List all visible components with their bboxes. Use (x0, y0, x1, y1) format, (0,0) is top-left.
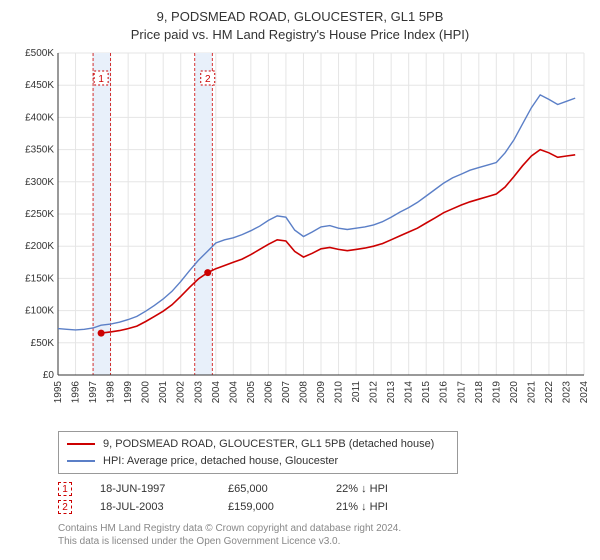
svg-text:2019: 2019 (491, 381, 502, 404)
legend-label-hpi: HPI: Average price, detached house, Glou… (103, 453, 338, 470)
svg-text:1997: 1997 (88, 381, 99, 404)
svg-text:1: 1 (98, 74, 104, 85)
sale-diff: 22% ↓ HPI (336, 483, 436, 495)
svg-text:2011: 2011 (351, 381, 362, 403)
title-line-1: 9, PODSMEAD ROAD, GLOUCESTER, GL1 5PB (10, 8, 590, 26)
svg-text:2023: 2023 (561, 381, 572, 404)
sale-marker-icon: 2 (58, 500, 72, 514)
sale-diff: 21% ↓ HPI (336, 501, 436, 513)
legend-row-property: 9, PODSMEAD ROAD, GLOUCESTER, GL1 5PB (d… (67, 436, 449, 453)
svg-text:2000: 2000 (141, 381, 152, 404)
chart-svg: £0 £50K £100K £150K £200K £250K £300K £350K £400… (10, 47, 590, 427)
legend-swatch-hpi (67, 460, 95, 462)
sale-marker-icon: 1 (58, 482, 72, 496)
sale-date: 18-JUN-1997 (100, 483, 200, 495)
svg-text:2004: 2004 (211, 381, 222, 404)
svg-text:2006: 2006 (263, 381, 274, 404)
title-line-2: Price paid vs. HM Land Registry's House … (10, 26, 590, 44)
sale-row: 2 18-JUL-2003 £159,000 21% ↓ HPI (58, 498, 590, 516)
svg-text:1998: 1998 (106, 381, 117, 404)
legend-swatch-property (67, 443, 95, 445)
svg-text:1996: 1996 (71, 381, 82, 404)
svg-text:2009: 2009 (316, 381, 327, 404)
chart-area: £0 £50K £100K £150K £200K £250K £300K £350K £400… (10, 47, 590, 427)
svg-text:2021: 2021 (526, 381, 537, 404)
svg-text:2018: 2018 (474, 381, 485, 404)
legend-row-hpi: HPI: Average price, detached house, Glou… (67, 453, 449, 470)
svg-text:2007: 2007 (281, 381, 292, 404)
sale-row: 1 18-JUN-1997 £65,000 22% ↓ HPI (58, 480, 590, 498)
footnote-line-2: This data is licensed under the Open Gov… (58, 535, 590, 548)
svg-text:2013: 2013 (386, 381, 397, 404)
svg-text:2003: 2003 (193, 381, 204, 404)
svg-text:2016: 2016 (439, 381, 450, 404)
footnote: Contains HM Land Registry data © Crown c… (58, 522, 590, 548)
svg-text:2015: 2015 (421, 381, 432, 404)
sale-date: 18-JUL-2003 (100, 501, 200, 513)
svg-text:1999: 1999 (123, 381, 134, 404)
svg-text:£500K: £500K (25, 48, 54, 59)
svg-text:£300K: £300K (25, 177, 54, 188)
svg-text:£150K: £150K (25, 273, 54, 284)
svg-text:2005: 2005 (246, 381, 257, 404)
svg-text:£450K: £450K (25, 80, 54, 91)
sale-price: £65,000 (228, 483, 308, 495)
svg-text:2022: 2022 (544, 381, 555, 404)
footnote-line-1: Contains HM Land Registry data © Crown c… (58, 522, 590, 535)
svg-text:£250K: £250K (25, 209, 54, 220)
svg-text:2008: 2008 (298, 381, 309, 404)
svg-text:£350K: £350K (25, 145, 54, 156)
svg-text:£100K: £100K (25, 306, 54, 317)
svg-text:2001: 2001 (158, 381, 169, 404)
svg-text:1995: 1995 (53, 381, 64, 404)
svg-text:2020: 2020 (509, 381, 520, 404)
title-block: 9, PODSMEAD ROAD, GLOUCESTER, GL1 5PB Pr… (10, 8, 590, 43)
svg-text:£50K: £50K (31, 338, 55, 349)
svg-text:£400K: £400K (25, 112, 54, 123)
svg-text:£0: £0 (43, 370, 55, 381)
sale-price: £159,000 (228, 501, 308, 513)
svg-text:2002: 2002 (176, 381, 187, 404)
legend: 9, PODSMEAD ROAD, GLOUCESTER, GL1 5PB (d… (58, 431, 458, 474)
svg-text:2014: 2014 (404, 381, 415, 404)
svg-text:£200K: £200K (25, 241, 54, 252)
svg-text:2017: 2017 (456, 381, 467, 404)
svg-text:2: 2 (205, 74, 211, 85)
svg-text:2004: 2004 (228, 381, 239, 404)
sales-table: 1 18-JUN-1997 £65,000 22% ↓ HPI 2 18-JUL… (58, 480, 590, 516)
svg-text:2012: 2012 (369, 381, 380, 404)
svg-text:2024: 2024 (579, 381, 590, 404)
legend-label-property: 9, PODSMEAD ROAD, GLOUCESTER, GL1 5PB (d… (103, 436, 434, 453)
svg-text:2010: 2010 (334, 381, 345, 404)
